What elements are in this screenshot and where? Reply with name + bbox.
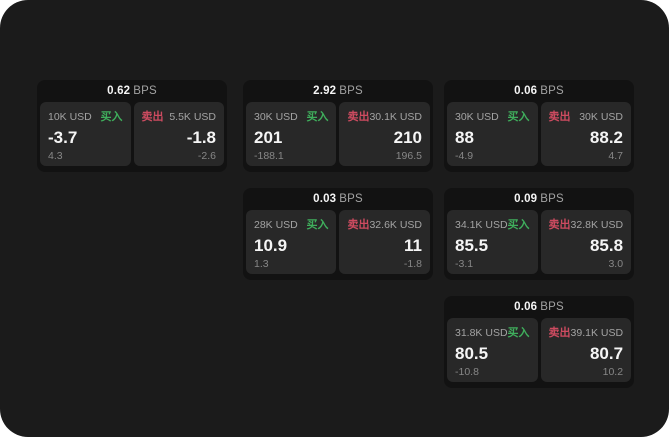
sell-price: 11 <box>404 235 422 255</box>
sell-price: 88.2 <box>589 127 623 147</box>
buy-tag: 买入 <box>100 111 123 123</box>
sell-amount: 39.1K USD <box>570 327 624 339</box>
bps-suffix-label: BPS <box>133 85 157 97</box>
buy-amount: 30K USD <box>254 111 298 123</box>
buy-tile[interactable]: 10K USD 买入 -3.7 4.3 <box>40 102 131 166</box>
bps-value: 0.03 <box>313 193 337 205</box>
buy-price: 80.5 <box>455 343 489 363</box>
buy-sell-panels: 10K USD 买入 -3.7 4.3 卖出 5.5K USD -1.8 -2.… <box>37 102 227 166</box>
buy-tag: 买入 <box>306 111 329 123</box>
sell-amount: 32.6K USD <box>369 219 422 231</box>
bps-suffix-label: BPS <box>540 85 564 97</box>
card-header: 0.06 BPS <box>444 80 634 102</box>
price-card: 2.92 BPS 30K USD 买入 201 -188.1 卖出 30.1K U… <box>243 80 433 172</box>
sell-price: 85.8 <box>589 235 624 255</box>
buy-tile[interactable]: 31.8K USD 买入 80.5 -10.8 <box>447 318 538 382</box>
bps-value: 0.09 <box>514 193 538 205</box>
buy-tile[interactable]: 28K USD 买入 10.9 1.3 <box>246 210 337 274</box>
sell-tile[interactable]: 卖出 5.5K USD -1.8 -2.6 <box>133 102 224 166</box>
buy-tile[interactable]: 30K USD 买入 201 -188.1 <box>246 102 337 166</box>
sell-amount: 30.1K USD <box>369 111 422 123</box>
bps-suffix-label: BPS <box>540 193 564 205</box>
buy-amount: 10K USD <box>48 111 92 123</box>
buy-price: 201 <box>254 127 283 147</box>
sell-sub-value: -2.6 <box>197 149 216 162</box>
sell-sub-value: 10.2 <box>602 365 624 378</box>
buy-tile[interactable]: 30K USD 买入 88 -4.9 <box>447 102 538 166</box>
sell-price: 210 <box>393 127 422 147</box>
buy-amount: 28K USD <box>254 219 298 231</box>
card-header: 0.06 BPS <box>444 296 634 318</box>
sell-tag: 卖出 <box>141 111 164 123</box>
card-header: 0.03 BPS <box>243 188 433 210</box>
buy-sub-value: -3.1 <box>455 257 474 270</box>
price-card: 0.06 BPS 31.8K USD 买入 80.5 -10.8 卖出 39.1K… <box>444 296 634 388</box>
sell-sub-value: 196.5 <box>395 149 422 162</box>
sell-amount: 5.5K USD <box>169 111 216 123</box>
buy-sell-panels: 30K USD 买入 88 -4.9 卖出 30K USD 88.2 4.7 <box>444 102 634 166</box>
buy-amount: 31.8K USD <box>455 327 508 339</box>
buy-sub-value: -10.8 <box>455 365 479 378</box>
buy-amount: 30K USD <box>455 111 499 123</box>
bps-suffix-label: BPS <box>339 193 363 205</box>
sell-tag: 卖出 <box>548 111 571 123</box>
sell-tile[interactable]: 卖出 32.8K USD 85.8 3.0 <box>540 210 632 274</box>
buy-amount: 34.1K USD <box>455 219 508 231</box>
sell-amount: 30K USD <box>579 111 623 123</box>
buy-tag: 买入 <box>306 219 329 231</box>
sell-sub-value: 4.7 <box>608 149 623 162</box>
sell-price: 80.7 <box>589 343 624 363</box>
card-header: 0.62 BPS <box>37 80 227 102</box>
sell-amount: 32.8K USD <box>570 219 624 231</box>
buy-price: 85.5 <box>455 235 489 255</box>
sell-tile[interactable]: 卖出 39.1K USD 80.7 10.2 <box>540 318 632 382</box>
sell-sub-value: 3.0 <box>608 257 624 270</box>
sell-tile[interactable]: 卖出 32.6K USD 11 -1.8 <box>339 210 430 274</box>
bps-value: 0.62 <box>107 85 131 97</box>
bps-value: 0.06 <box>514 301 538 313</box>
buy-sub-value: -188.1 <box>254 149 284 162</box>
buy-sell-panels: 31.8K USD 买入 80.5 -10.8 卖出 39.1K USD 80.… <box>444 318 634 382</box>
sell-sub-value: -1.8 <box>403 257 422 270</box>
price-card: 0.03 BPS 28K USD 买入 10.9 1.3 卖出 32.6K USD… <box>243 188 433 280</box>
buy-tag: 买入 <box>507 111 530 123</box>
price-card: 0.06 BPS 30K USD 买入 88 -4.9 卖出 30K USD 88… <box>444 80 634 172</box>
buy-sub-value: 4.3 <box>48 149 63 162</box>
sell-tag: 卖出 <box>347 219 370 231</box>
bps-value: 2.92 <box>313 85 337 97</box>
buy-price: 88 <box>455 127 474 147</box>
card-header: 0.09 BPS <box>444 188 634 210</box>
sell-tag: 卖出 <box>548 327 571 339</box>
sell-price: -1.8 <box>186 127 216 147</box>
buy-price: -3.7 <box>48 127 78 147</box>
price-card: 0.62 BPS 10K USD 买入 -3.7 4.3 卖出 5.5K USD … <box>37 80 227 172</box>
buy-sell-panels: 28K USD 买入 10.9 1.3 卖出 32.6K USD 11 -1.8 <box>243 210 433 274</box>
buy-sell-panels: 30K USD 买入 201 -188.1 卖出 30.1K USD 210 1… <box>243 102 433 166</box>
buy-sub-value: -4.9 <box>455 149 474 162</box>
buy-sub-value: 1.3 <box>254 257 269 270</box>
bps-suffix-label: BPS <box>540 301 564 313</box>
sell-tag: 卖出 <box>347 111 370 123</box>
bps-suffix-label: BPS <box>339 85 363 97</box>
bps-value: 0.06 <box>514 85 538 97</box>
card-header: 2.92 BPS <box>243 80 433 102</box>
buy-tag: 买入 <box>507 327 530 339</box>
price-card: 0.09 BPS 34.1K USD 买入 85.5 -3.1 卖出 32.8K … <box>444 188 634 280</box>
buy-tile[interactable]: 34.1K USD 买入 85.5 -3.1 <box>447 210 538 274</box>
sell-tile[interactable]: 卖出 30K USD 88.2 4.7 <box>540 102 631 166</box>
sell-tile[interactable]: 卖出 30.1K USD 210 196.5 <box>339 102 430 166</box>
buy-sell-panels: 34.1K USD 买入 85.5 -3.1 卖出 32.8K USD 85.8… <box>444 210 634 274</box>
buy-tag: 买入 <box>507 219 530 231</box>
buy-price: 10.9 <box>254 235 288 255</box>
sell-tag: 卖出 <box>548 219 571 231</box>
